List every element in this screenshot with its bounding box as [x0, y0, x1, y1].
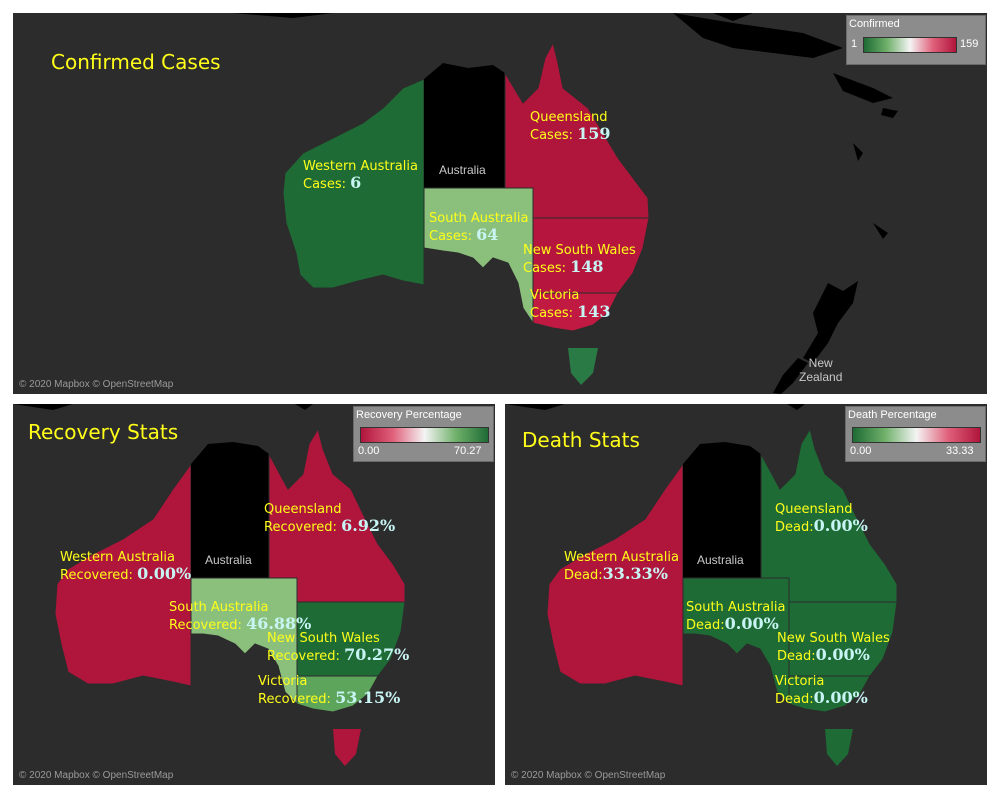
nz-label: New Zealand	[799, 356, 843, 384]
country-label: Australia	[439, 163, 486, 177]
legend-max: 33.33	[946, 445, 974, 457]
map-attribution[interactable]: © 2020 Mapbox © OpenStreetMap	[19, 770, 174, 781]
legend-min: 0.00	[850, 445, 872, 457]
death-map-canvas	[505, 404, 898, 766]
region-western-australia[interactable]	[54, 462, 192, 687]
death-legend[interactable]: Death Percentage 0.00 33.33	[845, 406, 986, 462]
label-western-australia: Western Australia Recovered: 0.00%	[60, 550, 192, 583]
recovery-map-canvas	[13, 404, 406, 766]
panel-title: Recovery Stats	[28, 420, 179, 444]
legend-gradient	[852, 427, 981, 443]
neighbour-landmasses	[233, 13, 898, 394]
legend-gradient	[360, 427, 489, 443]
region-western-australia[interactable]	[546, 462, 684, 687]
region-western-australia[interactable]	[282, 78, 425, 289]
confirmed-map-canvas	[233, 13, 898, 394]
label-victoria: Victoria Recovered: 53.15%	[258, 674, 401, 707]
region-south-australia[interactable]	[682, 577, 790, 706]
region-south-australia[interactable]	[423, 187, 534, 325]
recovery-stats-map[interactable]: Recovery Stats Australia Queensland Reco…	[13, 404, 495, 785]
label-south-australia: South Australia Dead:0.00%	[686, 600, 786, 633]
country-label: Australia	[697, 553, 744, 567]
legend-min: 0.00	[358, 445, 380, 457]
label-victoria: Victoria Dead:0.00%	[775, 674, 868, 707]
legend-gradient	[863, 37, 957, 53]
map-attribution[interactable]: © 2020 Mapbox © OpenStreetMap	[511, 770, 666, 781]
recovery-legend[interactable]: Recovery Percentage 0.00 70.27	[353, 406, 494, 462]
map-attribution[interactable]: © 2020 Mapbox © OpenStreetMap	[19, 379, 174, 390]
label-queensland: Queensland Dead:0.00%	[775, 502, 868, 535]
label-queensland: Queensland Cases: 159	[530, 110, 611, 143]
region-tasmania[interactable]	[825, 729, 853, 766]
label-western-australia: Western Australia Cases: 6	[303, 159, 418, 192]
region-northern-territory[interactable]	[191, 442, 269, 578]
region-northern-territory[interactable]	[683, 442, 761, 578]
death-stats-map[interactable]: Death Stats Australia Queensland Dead:0.…	[505, 404, 987, 785]
neighbour-landmasses	[505, 404, 805, 410]
legend-max: 70.27	[454, 445, 482, 457]
legend-min: 1	[851, 38, 858, 50]
panel-title: Death Stats	[522, 428, 640, 452]
label-south-australia: South Australia Cases: 64	[429, 211, 529, 244]
confirmed-legend[interactable]: Confirmed 1 159	[846, 15, 986, 65]
legend-max: 159	[960, 38, 979, 50]
label-south-australia: South Australia Recovered: 46.88%	[169, 600, 312, 633]
legend-title: Recovery Percentage	[356, 409, 462, 421]
country-label: Australia	[205, 553, 252, 567]
panel-title: Confirmed Cases	[51, 50, 221, 74]
region-victoria[interactable]	[296, 675, 379, 713]
region-northern-territory[interactable]	[424, 63, 505, 188]
label-western-australia: Western Australia Dead:33.33%	[564, 550, 679, 583]
label-new-south-wales: New South Wales Cases: 148	[523, 243, 636, 276]
region-victoria[interactable]	[532, 292, 619, 332]
region-tasmania[interactable]	[568, 348, 598, 385]
label-queensland: Queensland Recovered: 6.92%	[264, 502, 396, 535]
neighbour-landmasses	[13, 404, 313, 410]
region-victoria[interactable]	[788, 675, 871, 713]
legend-title: Confirmed	[849, 18, 900, 30]
region-tasmania[interactable]	[333, 729, 361, 766]
label-victoria: Victoria Cases: 143	[530, 288, 611, 321]
confirmed-cases-map[interactable]: Confirmed Cases Australia New Zealand Wes…	[13, 13, 987, 394]
label-new-south-wales: New South Wales Recovered: 70.27%	[267, 631, 410, 664]
label-new-south-wales: New South Wales Dead:0.00%	[777, 631, 890, 664]
legend-title: Death Percentage	[848, 409, 937, 421]
